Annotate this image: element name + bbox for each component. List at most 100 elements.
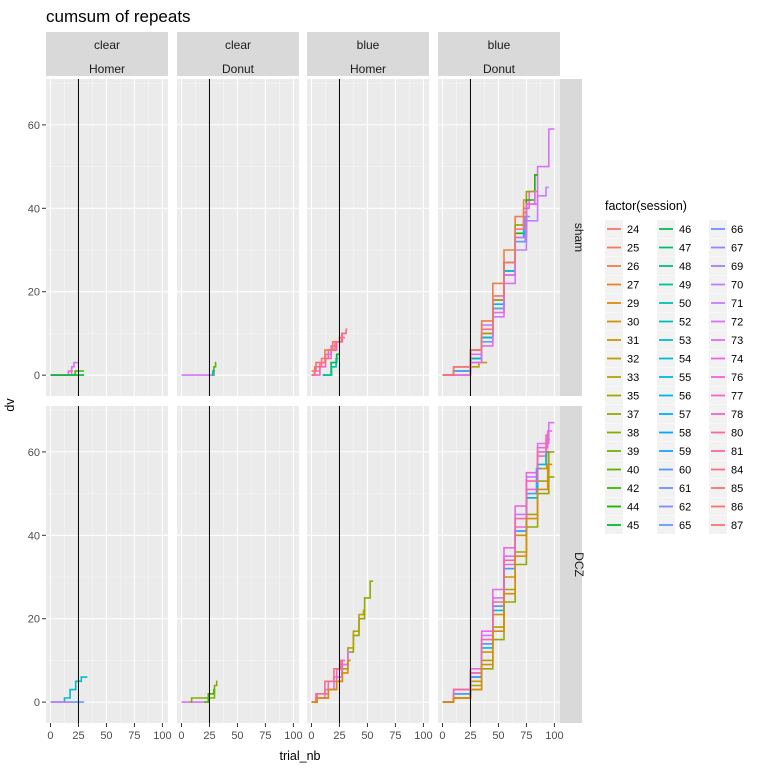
legend-label: 27 <box>627 280 639 292</box>
legend-label: 72 <box>731 317 743 329</box>
legend-entry-39: 39 <box>605 442 639 460</box>
legend-label: 85 <box>731 483 743 495</box>
x-tick-label: 75 <box>259 730 271 742</box>
x-tick-label: 100 <box>153 730 171 742</box>
legend-entry-31: 31 <box>605 331 639 349</box>
strip-background <box>438 32 560 76</box>
chart-title: cumsum of repeats <box>46 7 191 26</box>
legend-entry-80: 80 <box>709 423 743 442</box>
legend-entry-29: 29 <box>605 294 639 312</box>
legend-entry-62: 62 <box>657 497 691 516</box>
legend-entry-86: 86 <box>709 497 743 516</box>
legend-label: 57 <box>679 409 691 421</box>
legend-entry-87: 87 <box>709 516 743 534</box>
x-tick-label: 100 <box>545 730 563 742</box>
legend: factor(session) 24 25 26 27 29 30 31 32 33 35 37 38… <box>605 199 743 534</box>
x-tick-label: 25 <box>203 730 215 742</box>
legend-label: 76 <box>731 372 743 384</box>
legend-label: 45 <box>627 520 639 532</box>
panel <box>46 79 168 396</box>
legend-entry-71: 71 <box>709 294 743 312</box>
x-tick-label: 25 <box>333 730 345 742</box>
legend-label: 86 <box>731 502 743 514</box>
legend-entry-53: 53 <box>657 331 691 349</box>
legend-label: 59 <box>679 446 691 458</box>
x-tick-label: 50 <box>492 730 504 742</box>
legend-label: 54 <box>679 354 691 366</box>
legend-entry-77: 77 <box>709 386 743 405</box>
legend-label: 60 <box>679 465 691 477</box>
panel-background <box>46 79 168 396</box>
column-strip: blue Homer <box>307 32 429 76</box>
legend-entry-48: 48 <box>657 257 691 275</box>
series-line-38 <box>190 680 218 703</box>
legend-label: 49 <box>679 280 691 292</box>
x-tick-label: 50 <box>100 730 112 742</box>
y-tick-label: 60 <box>28 447 40 459</box>
panel <box>177 406 299 723</box>
x-tick-label: 0 <box>178 730 184 742</box>
panel <box>307 79 429 396</box>
legend-label: 87 <box>731 520 743 532</box>
legend-label: 47 <box>679 243 691 255</box>
column-strip: clear Homer <box>46 32 168 76</box>
legend-entry-57: 57 <box>657 405 691 423</box>
legend-entry-35: 35 <box>605 386 639 405</box>
legend-entry-69: 69 <box>709 257 743 275</box>
legend-entry-46: 46 <box>657 220 691 238</box>
legend-label: 24 <box>627 224 639 236</box>
legend-label: 30 <box>627 317 639 329</box>
strip-label-bottom: Donut <box>483 62 516 76</box>
legend-label: 81 <box>731 446 743 458</box>
facet-strips: clear Homer clear Donut blue Homer blue Donut sh… <box>46 32 586 723</box>
series-line-29 <box>311 659 351 703</box>
legend-entry-65: 65 <box>657 516 691 534</box>
row-strip-label: sham <box>572 223 586 252</box>
x-tick-label: 0 <box>47 730 53 742</box>
legend-entry-26: 26 <box>605 257 639 275</box>
legend-label: 39 <box>627 446 639 458</box>
legend-entry-49: 49 <box>657 275 691 294</box>
legend-entry-27: 27 <box>605 275 639 294</box>
legend-entry-70: 70 <box>709 275 743 294</box>
legend-entry-61: 61 <box>657 479 691 497</box>
strip-label-top: blue <box>357 38 380 52</box>
legend-entry-66: 66 <box>709 220 743 238</box>
legend-entry-50: 50 <box>657 294 691 312</box>
legend-entry-44: 44 <box>605 497 639 516</box>
legend-label: 61 <box>679 483 691 495</box>
x-tick-label: 100 <box>284 730 302 742</box>
legend-label: 66 <box>731 224 743 236</box>
legend-entry-58: 58 <box>657 423 691 442</box>
row-strip: sham <box>560 79 586 396</box>
legend-label: 26 <box>627 261 639 273</box>
legend-entry-74: 74 <box>709 349 743 368</box>
legend-entry-81: 81 <box>709 442 743 460</box>
legend-label: 58 <box>679 428 691 440</box>
panel-background <box>438 406 560 723</box>
legend-entry-38: 38 <box>605 423 639 442</box>
legend-entry-32: 32 <box>605 349 639 368</box>
axes: 0 20 40 60 0 20 40 60 0 25 50 75 100 0 25 50 75 100 0 25 50 7… <box>28 120 564 742</box>
legend-entry-84: 84 <box>709 460 743 479</box>
y-tick-label: 20 <box>28 614 40 626</box>
legend-label: 80 <box>731 428 743 440</box>
legend-label: 31 <box>627 335 639 347</box>
strip-label-bottom: Donut <box>222 62 255 76</box>
strip-label-top: clear <box>94 38 120 52</box>
panel <box>438 406 560 723</box>
strip-background <box>560 406 582 723</box>
x-tick-label: 100 <box>414 730 432 742</box>
legend-label: 40 <box>627 465 639 477</box>
y-axis-title: dv <box>3 398 17 412</box>
panel-background <box>307 406 429 723</box>
x-tick-label: 50 <box>361 730 373 742</box>
row-strip-label: DCZ <box>572 552 586 577</box>
y-tick-label: 40 <box>28 203 40 215</box>
legend-label: 50 <box>679 298 691 310</box>
panel <box>307 406 429 723</box>
legend-entry-76: 76 <box>709 368 743 386</box>
legend-label: 56 <box>679 391 691 403</box>
panel-background <box>177 406 299 723</box>
x-tick-label: 75 <box>389 730 401 742</box>
